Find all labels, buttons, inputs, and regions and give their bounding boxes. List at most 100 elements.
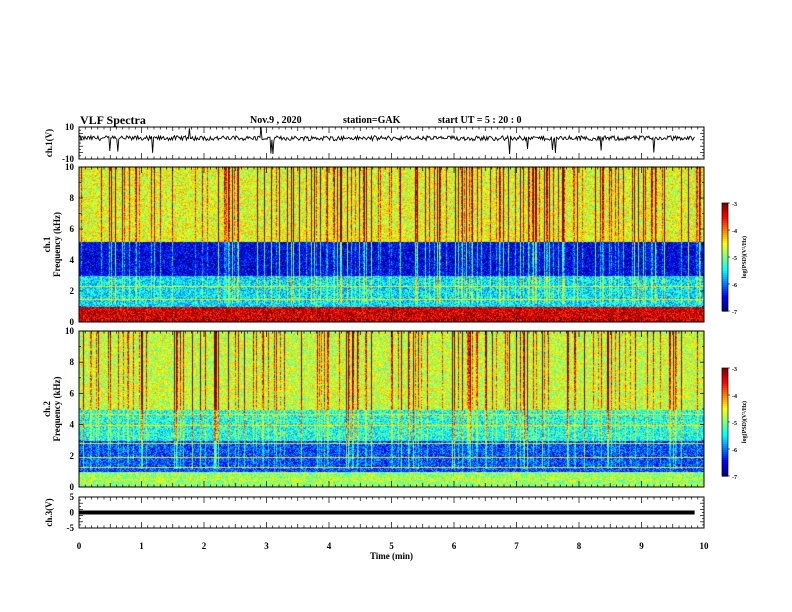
channel-2-spectrogram-colorbar: -3 -4 -5 -6 -7 log(PSD)(V²/Hz) [721,367,748,481]
channel-2-spectrogram-ylabel-channel: ch.2 [42,401,52,417]
colorbar-swatch [722,207,728,210]
x-axis-label: Time (min) [370,551,413,561]
colorbar-swatch [722,418,728,421]
colorbar-swatch [722,267,728,270]
colorbar-swatch [722,263,728,266]
colorbar-swatch [722,309,728,312]
x-tick-label-8: 8 [577,541,582,551]
colorbar-swatch [722,209,728,212]
channel-2-spectrogram-ytick-2: 2 [70,451,75,461]
colorbar-swatch [722,269,728,272]
channel-2-spectrogram-ytick-6: 6 [70,388,75,398]
colorbar-swatch [722,261,728,264]
colorbar-swatch [722,398,728,401]
date-label: Nov.9 , 2020 [250,115,302,126]
colorbar-swatch [722,414,728,417]
colorbar-swatch [722,410,728,413]
colorbar-tick--3: -3 [732,367,737,373]
colorbar-swatch [722,370,728,373]
colorbar-swatch [722,225,728,228]
colorbar-tick--7: -7 [732,475,737,481]
colorbar-swatch [722,253,728,256]
colorbar-swatch [722,404,728,407]
colorbar-swatch [722,255,728,258]
colorbar-swatch [722,422,728,425]
x-tick-label-4: 4 [327,541,332,551]
x-tick-label-7: 7 [514,541,519,551]
colorbar-swatch [722,227,728,230]
colorbar-swatch [722,394,728,397]
colorbar-swatch [722,289,728,292]
x-tick-label-3: 3 [264,541,269,551]
colorbar-swatch [722,454,728,457]
colorbar-swatch [722,376,728,379]
colorbar-swatch [722,386,728,389]
colorbar-swatch [722,450,728,453]
channel-2-spectrogram-ytick-8: 8 [70,357,75,367]
colorbar-swatch [722,275,728,278]
colorbar-swatch [722,436,728,439]
colorbar-swatch [722,426,728,429]
colorbar-swatch [722,293,728,296]
colorbar-swatch [722,303,728,306]
colorbar-swatch [722,440,728,443]
channel-1-spectrogram-colorbar: -3 -4 -5 -6 -7 log(PSD)(V²/Hz) [721,202,748,316]
colorbar-swatch [722,432,728,435]
colorbar-swatch [722,470,728,473]
colorbar-swatch [722,273,728,276]
channel-2-spectrogram-ytick-4: 4 [70,420,75,430]
colorbar-swatch [722,368,728,371]
colorbar-swatch [722,444,728,447]
colorbar-tick--4: -4 [732,229,737,235]
colorbar-swatch [722,213,728,216]
channel-1-spectrogram-ytick-6: 6 [70,224,75,234]
colorbar-swatch [722,279,728,282]
colorbar-swatch [722,241,728,244]
colorbar-swatch [722,372,728,375]
colorbar-swatch [722,446,728,449]
colorbar-swatch [722,460,728,463]
channel-1-spectrogram-ytick-4: 4 [70,255,75,265]
channel-2-spectrogram-ytick-0: 0 [70,482,75,492]
colorbar-tick--6: -6 [732,283,737,289]
x-tick-label-2: 2 [202,541,207,551]
start-time-label: start UT = 5 : 20 : 0 [438,115,522,126]
colorbar-swatch [722,466,728,469]
colorbar-swatch [722,219,728,222]
colorbar-swatch [722,416,728,419]
colorbar-swatch [722,281,728,284]
channel-3-waveform-ylabel: ch.3(V) [44,498,54,526]
colorbar-swatch [722,233,728,236]
channel-1-spectrogram: 0 2 4 6 8 10 ch.1 Frequency (kHz) -3 -4 -5 -6 -7 log(… [42,162,748,327]
colorbar-swatch [722,277,728,280]
colorbar-swatch [722,390,728,393]
channel-3-waveform-ytick-0: 0 [70,508,75,518]
colorbar-swatch [722,438,728,441]
colorbar-swatch [722,307,728,310]
colorbar-swatch [722,211,728,214]
station-label: station=GAK [343,115,401,126]
colorbar-swatch [722,396,728,399]
colorbar-swatch [722,434,728,437]
colorbar-swatch [722,295,728,298]
channel-1-waveform: 10 -10 ch.1(V) [44,122,705,164]
colorbar-tick--6: -6 [732,448,737,454]
channel-2-spectrogram: 0 2 4 6 8 10 ch.2 Frequency (kHz) -3 -4 -5 -6 -7 log(… [42,326,748,492]
channel-1-waveform-ytick--10: -10 [62,154,74,164]
colorbar-swatch [722,249,728,252]
colorbar-swatch [722,297,728,300]
channel-1-spectrogram-ytick-0: 0 [70,317,75,327]
colorbar-swatch [722,247,728,250]
x-tick-label-10: 10 [700,541,710,551]
channel-1-spectrogram-ytick-10: 10 [65,162,75,172]
colorbar-swatch [722,428,728,431]
chart-title: VLF Spectra [80,113,146,127]
colorbar-swatch [722,400,728,403]
colorbar-swatch [722,245,728,248]
channel-1-spectrogram-ytick-2: 2 [70,286,75,296]
colorbar-tick--5: -5 [732,256,737,262]
channel-1-waveform-trace [78,126,695,155]
colorbar-swatch [722,243,728,246]
colorbar-swatch [722,374,728,377]
colorbar-label: log(PSD)(V²/Hz) [741,236,748,278]
